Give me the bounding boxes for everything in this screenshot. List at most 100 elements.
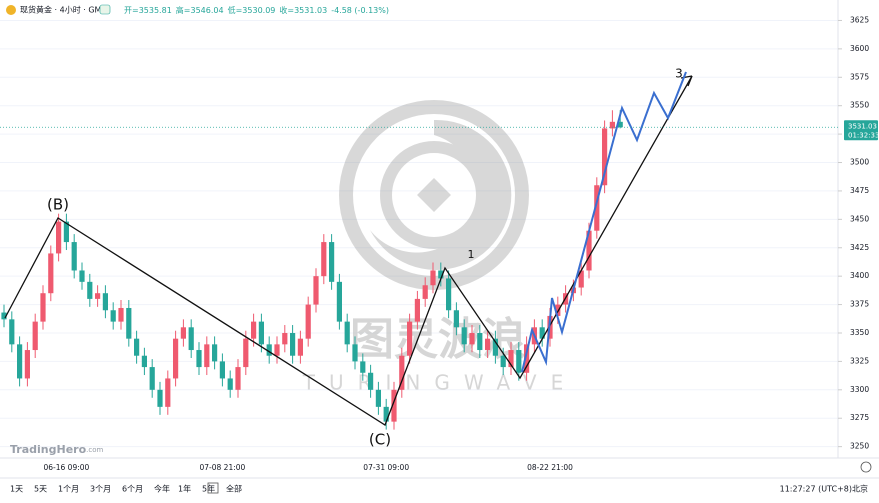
y-tick-label: 3350 (850, 328, 869, 337)
toolbar: 1天 5天 1个月 3个月 6个月 今年 1年 5年 全部 (10, 484, 242, 494)
candle-body (141, 355, 147, 368)
grid (0, 19, 838, 448)
candle-body (391, 389, 397, 422)
y-tick-label: 3550 (850, 101, 869, 110)
candle-body (102, 293, 108, 311)
candle-body (24, 350, 30, 379)
candle-body (274, 344, 280, 356)
candle-body (352, 344, 358, 362)
last-price-label: 3531.03 (848, 122, 877, 130)
watermark-subtext: TURINGWAVE (302, 371, 578, 395)
candle-body (336, 281, 342, 322)
candle-body (430, 270, 436, 286)
candle-body (492, 338, 498, 356)
candle-body (461, 327, 467, 345)
candle-body (508, 350, 514, 368)
candle-body (617, 121, 623, 128)
candle-body (594, 185, 600, 231)
candle-body (48, 253, 54, 294)
candle-body (79, 270, 85, 282)
header-stat: 收=3531.03 (279, 5, 327, 15)
y-tick-label: 3425 (850, 243, 869, 252)
projection-line (521, 71, 687, 373)
range-button[interactable]: 全部 (226, 484, 242, 494)
candle-body (360, 361, 366, 373)
candle-body (212, 344, 218, 362)
candle-body (258, 321, 264, 345)
y-tick-label: 3625 (850, 15, 869, 24)
y-tick-label: 3575 (850, 72, 869, 81)
candle-body (305, 304, 311, 339)
candle-body (126, 307, 132, 339)
candle-body (586, 230, 592, 271)
candle-body (438, 270, 444, 279)
candle-body (56, 221, 62, 254)
candle-body (87, 281, 93, 299)
watermark-text: 图灵波浪 (350, 314, 526, 365)
source-logo: TradingHero.com (10, 443, 103, 456)
candle-body (477, 332, 483, 351)
candle-body (17, 344, 23, 379)
range-button[interactable]: 5年 (202, 484, 215, 494)
candle-body (609, 121, 615, 129)
candle-body (243, 338, 249, 368)
candle-body (282, 332, 288, 345)
candle-body (539, 327, 545, 339)
indicator-badge[interactable] (99, 4, 111, 15)
candle-body (32, 321, 38, 351)
source-suffix: .com (86, 446, 103, 454)
candle-body (180, 327, 186, 339)
range-button[interactable]: 6个月 (122, 485, 143, 494)
y-tick-label: 3400 (850, 271, 869, 280)
candle-body (251, 321, 257, 339)
range-button[interactable]: 今年 (154, 484, 170, 494)
range-button[interactable]: 1天 (10, 485, 23, 494)
candle-body (516, 350, 522, 373)
candle-body (188, 327, 194, 351)
symbol-title: 现货黄金 · 4小时 · GMA (20, 5, 107, 15)
candle-body (414, 298, 420, 322)
range-button[interactable]: 5天 (34, 485, 47, 494)
candle-body (290, 332, 296, 356)
candle-body (313, 276, 319, 305)
candle-body (157, 389, 163, 407)
candle-body (1, 312, 7, 320)
settings-icon[interactable] (860, 461, 872, 473)
x-tick-label: 07-08 21:00 (200, 463, 246, 472)
candle-body (165, 378, 171, 407)
range-button[interactable]: 3个月 (90, 485, 111, 494)
y-tick-label: 3275 (850, 413, 869, 422)
x-tick-label: 07-31 09:00 (363, 463, 409, 472)
candle-body (344, 321, 350, 345)
wave-label: 3 (675, 67, 683, 81)
header-stat: 低=3530.09 (228, 5, 276, 15)
candle-body (578, 270, 584, 288)
candle-body (266, 344, 272, 356)
date-range-icon[interactable] (207, 482, 219, 494)
y-tick-label: 3375 (850, 300, 869, 309)
clock: 11:27:27 (UTC+8)北京 (780, 484, 868, 494)
candle-body (227, 378, 233, 390)
header-stat: 开=3535.81 (124, 6, 172, 15)
candle-body (219, 361, 225, 379)
candle-body (173, 338, 179, 379)
candle-body (329, 242, 335, 282)
candle-body (204, 344, 210, 368)
range-button[interactable]: 1个月 (58, 485, 79, 494)
candle-body (399, 355, 405, 390)
range-button[interactable]: 1年 (178, 484, 191, 494)
candle-body (297, 338, 303, 356)
candle-body (196, 350, 202, 368)
candle-body (485, 338, 491, 351)
candle-body (134, 338, 140, 356)
countdown: 01:32:33 (848, 131, 879, 139)
symbol-icon (6, 5, 16, 15)
candle-body (407, 321, 413, 356)
candle-body (524, 344, 530, 373)
source-name: TradingHero (10, 443, 87, 456)
candle-body (321, 242, 327, 277)
y-tick-label: 3475 (850, 186, 869, 195)
candle-body (110, 310, 116, 322)
candle-body (469, 332, 475, 345)
